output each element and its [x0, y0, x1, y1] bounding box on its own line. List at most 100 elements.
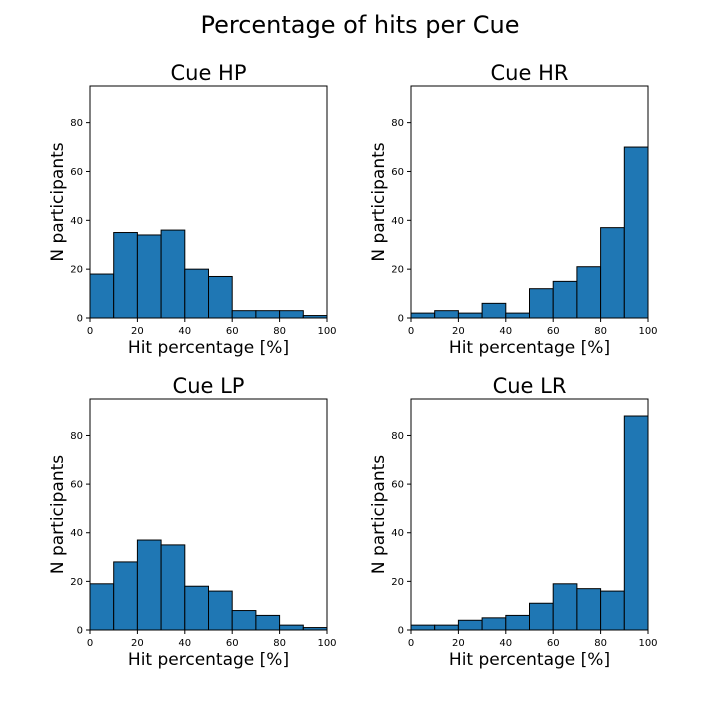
plot-frame	[410, 85, 649, 319]
histogram-bar	[529, 602, 554, 631]
y-tick-label: 80	[391, 431, 404, 442]
histogram-bar	[552, 583, 578, 631]
x-tick-label: 40	[499, 638, 512, 649]
x-axis-label: Hit percentage [%]	[449, 650, 610, 670]
plot-frame	[89, 398, 328, 631]
histogram-bar	[457, 312, 483, 319]
x-tick-label: 60	[547, 638, 560, 649]
y-axis-label: N participants	[48, 142, 68, 261]
x-tick-label: 0	[87, 638, 93, 649]
histogram-bar	[481, 302, 507, 319]
histogram-bar	[576, 266, 602, 319]
histogram-bar	[576, 588, 602, 631]
x-tick-label: 100	[317, 326, 336, 337]
x-tick-label: 40	[499, 326, 512, 337]
histogram-panel-3: 0 20 40 60 80 100 0 20 40 60 80 Cue LP Hit percentag…	[48, 374, 337, 670]
y-tick-label: 40	[391, 528, 404, 539]
histogram-bar	[410, 312, 436, 319]
histogram-bar	[136, 234, 162, 319]
x-tick-label: 100	[638, 326, 657, 337]
y-tick-label: 40	[391, 216, 404, 227]
x-tick-label: 40	[178, 638, 191, 649]
panel-title: Cue HR	[491, 61, 569, 85]
y-tick-label: 80	[70, 431, 83, 442]
histogram-bar	[481, 617, 507, 631]
y-tick-label: 0	[398, 314, 404, 325]
histogram-bar	[600, 590, 625, 631]
x-tick-label: 20	[131, 326, 144, 337]
histogram-bar	[208, 275, 233, 319]
y-tick-label: 60	[70, 480, 83, 491]
histogram-bar	[89, 583, 115, 631]
histogram-bar	[184, 585, 210, 631]
y-axis-label: N participants	[369, 142, 389, 261]
histogram-bar	[505, 312, 530, 319]
x-tick-label: 60	[226, 326, 239, 337]
histogram-bar	[410, 624, 436, 631]
x-axis-label: Hit percentage [%]	[449, 338, 610, 358]
x-tick-label: 0	[408, 326, 414, 337]
y-tick-label: 80	[391, 118, 404, 129]
panel-title: Cue LR	[493, 374, 567, 398]
y-axis-label: N participants	[48, 455, 68, 574]
y-tick-label: 20	[391, 577, 404, 588]
y-tick-label: 20	[70, 577, 83, 588]
x-tick-label: 0	[408, 638, 414, 649]
histogram-bar	[160, 544, 186, 631]
x-tick-label: 80	[594, 326, 607, 337]
x-tick-label: 20	[452, 326, 465, 337]
histogram-bar	[457, 619, 483, 631]
y-tick-label: 40	[70, 528, 83, 539]
x-tick-label: 80	[594, 638, 607, 649]
y-tick-label: 40	[70, 216, 83, 227]
x-tick-label: 60	[226, 638, 239, 649]
histogram-bar	[208, 590, 233, 631]
histogram-bar	[600, 227, 625, 319]
histogram-panel-2: 0 20 40 60 80 100 0 20 40 60 80 Cue HR Hit percentag…	[369, 61, 658, 358]
y-tick-label: 20	[70, 265, 83, 276]
histogram-bar	[552, 280, 578, 319]
y-tick-label: 20	[391, 265, 404, 276]
histogram-bar	[89, 273, 115, 319]
x-tick-label: 0	[87, 326, 93, 337]
x-tick-label: 20	[452, 638, 465, 649]
histogram-bar	[279, 310, 304, 319]
histogram-bar	[434, 310, 459, 319]
histogram-bar	[113, 561, 138, 631]
y-axis-label: N participants	[369, 455, 389, 574]
x-tick-label: 60	[547, 326, 560, 337]
x-axis-label: Hit percentage [%]	[128, 650, 289, 670]
x-tick-label: 80	[273, 326, 286, 337]
y-tick-label: 80	[70, 118, 83, 129]
x-tick-label: 40	[178, 326, 191, 337]
y-tick-label: 60	[391, 167, 404, 178]
y-tick-label: 60	[391, 480, 404, 491]
histogram-bar	[529, 288, 554, 319]
panel-title: Cue LP	[173, 374, 245, 398]
histogram-bar	[184, 268, 210, 319]
x-tick-label: 80	[273, 638, 286, 649]
histogram-bar	[279, 624, 304, 631]
y-tick-label: 0	[398, 626, 404, 637]
plot-frame	[89, 85, 328, 319]
histogram-bar	[160, 229, 186, 319]
y-tick-label: 0	[77, 626, 83, 637]
histogram-bar	[434, 624, 459, 631]
histogram-bar	[231, 610, 257, 631]
histogram-bar	[113, 232, 138, 319]
histogram-bar	[136, 539, 162, 631]
panel-title: Cue HP	[170, 61, 246, 85]
histogram-bar	[623, 415, 649, 631]
histogram-panel-4: 0 20 40 60 80 100 0 20 40 60 80 Cue LR Hit percentag…	[369, 374, 658, 670]
x-tick-label: 20	[131, 638, 144, 649]
y-tick-label: 60	[70, 167, 83, 178]
y-tick-label: 0	[77, 314, 83, 325]
histogram-bar	[255, 614, 281, 631]
x-axis-label: Hit percentage [%]	[128, 338, 289, 358]
histogram-bar	[231, 310, 257, 319]
histogram-panel-1: 0 20 40 60 80 100 0 20 40 60 80 Cue HP Hit percentag…	[48, 61, 337, 358]
histogram-bar	[623, 146, 649, 319]
x-tick-label: 100	[317, 638, 336, 649]
histogram-bar	[255, 310, 281, 319]
